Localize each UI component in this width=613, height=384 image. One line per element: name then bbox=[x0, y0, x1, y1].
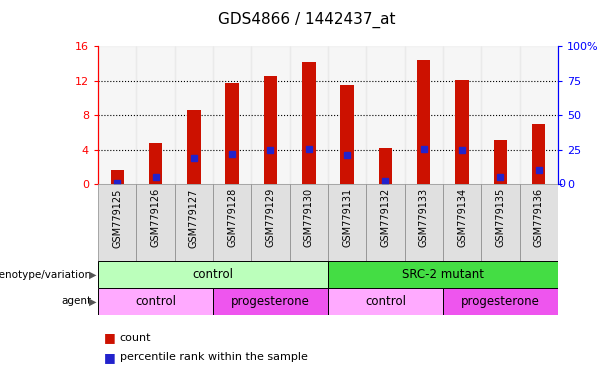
Text: GSM779125: GSM779125 bbox=[112, 188, 122, 248]
Bar bbox=[455, 80, 469, 184]
Bar bbox=[251, 184, 289, 261]
Bar bbox=[264, 76, 277, 184]
Bar bbox=[213, 184, 251, 261]
Text: GSM779134: GSM779134 bbox=[457, 188, 467, 247]
Text: GSM779129: GSM779129 bbox=[265, 188, 275, 247]
Text: percentile rank within the sample: percentile rank within the sample bbox=[120, 352, 307, 362]
Bar bbox=[175, 184, 213, 261]
Bar bbox=[98, 288, 213, 315]
Text: ▶: ▶ bbox=[89, 296, 96, 306]
Text: GSM779135: GSM779135 bbox=[495, 188, 505, 247]
Bar bbox=[532, 124, 546, 184]
Text: progesterone: progesterone bbox=[231, 295, 310, 308]
Bar bbox=[481, 46, 519, 184]
Bar bbox=[289, 46, 328, 184]
Bar bbox=[136, 184, 175, 261]
Text: ■: ■ bbox=[104, 351, 116, 364]
Text: genotype/variation: genotype/variation bbox=[0, 270, 92, 280]
Text: GSM779132: GSM779132 bbox=[381, 188, 390, 247]
Bar bbox=[136, 46, 175, 184]
Bar bbox=[405, 184, 443, 261]
Text: GSM779133: GSM779133 bbox=[419, 188, 428, 247]
Text: GDS4866 / 1442437_at: GDS4866 / 1442437_at bbox=[218, 12, 395, 28]
Text: agent: agent bbox=[62, 296, 92, 306]
Text: GSM779127: GSM779127 bbox=[189, 188, 199, 248]
Bar bbox=[187, 110, 200, 184]
Text: GSM779136: GSM779136 bbox=[534, 188, 544, 247]
Bar bbox=[443, 46, 481, 184]
Bar bbox=[110, 170, 124, 184]
Bar bbox=[367, 184, 405, 261]
Text: ■: ■ bbox=[104, 331, 116, 344]
Text: ▶: ▶ bbox=[89, 270, 96, 280]
Bar bbox=[175, 46, 213, 184]
Bar bbox=[493, 140, 507, 184]
Bar bbox=[213, 46, 251, 184]
Bar bbox=[379, 148, 392, 184]
Bar bbox=[226, 83, 239, 184]
Bar bbox=[98, 46, 136, 184]
Bar bbox=[328, 46, 367, 184]
Bar bbox=[98, 261, 328, 288]
Bar bbox=[302, 62, 316, 184]
Bar bbox=[417, 60, 430, 184]
Text: count: count bbox=[120, 333, 151, 343]
Text: GSM779126: GSM779126 bbox=[151, 188, 161, 247]
Bar bbox=[328, 184, 367, 261]
Bar bbox=[149, 143, 162, 184]
Bar bbox=[481, 184, 519, 261]
Text: GSM779131: GSM779131 bbox=[342, 188, 352, 247]
Bar bbox=[520, 46, 558, 184]
Bar bbox=[443, 288, 558, 315]
Bar bbox=[443, 184, 481, 261]
Bar bbox=[328, 288, 443, 315]
Text: GSM779128: GSM779128 bbox=[227, 188, 237, 247]
Bar bbox=[405, 46, 443, 184]
Text: control: control bbox=[192, 268, 234, 281]
Text: GSM779130: GSM779130 bbox=[304, 188, 314, 247]
Text: SRC-2 mutant: SRC-2 mutant bbox=[402, 268, 484, 281]
Bar bbox=[98, 184, 136, 261]
Bar bbox=[367, 46, 405, 184]
Bar bbox=[251, 46, 289, 184]
Bar bbox=[289, 184, 328, 261]
Bar bbox=[328, 261, 558, 288]
Bar bbox=[213, 288, 328, 315]
Bar bbox=[340, 85, 354, 184]
Text: control: control bbox=[365, 295, 406, 308]
Bar bbox=[520, 184, 558, 261]
Text: 0: 0 bbox=[558, 179, 565, 189]
Text: control: control bbox=[135, 295, 176, 308]
Text: progesterone: progesterone bbox=[461, 295, 540, 308]
